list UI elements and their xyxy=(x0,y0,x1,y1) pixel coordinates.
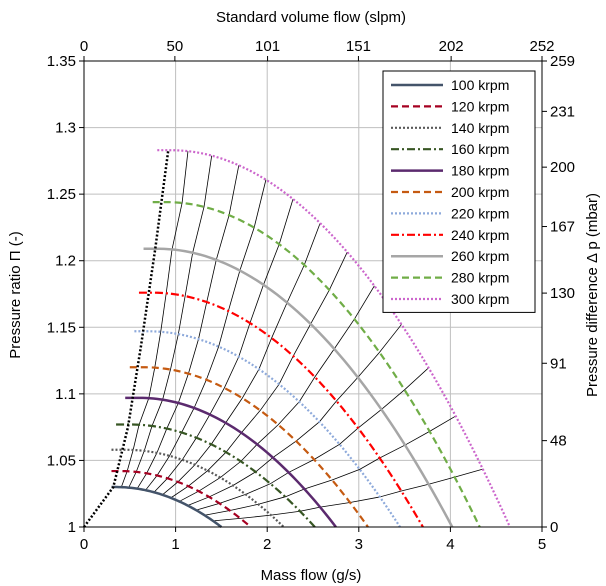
operating-line xyxy=(212,468,483,522)
legend-label: 220 krpm xyxy=(451,205,509,221)
speed-line xyxy=(116,423,316,528)
legend-label: 160 krpm xyxy=(451,141,509,157)
x2-tick-label: 202 xyxy=(439,38,464,55)
y-axis-title: Pressure ratio Π (-) xyxy=(7,231,24,359)
y-tick-label: 1.05 xyxy=(47,452,76,469)
plot-area xyxy=(82,149,511,528)
plot-frame xyxy=(83,60,543,528)
speed-line xyxy=(111,448,285,528)
y2-tick-label: 167 xyxy=(550,219,575,236)
operating-line xyxy=(170,251,348,499)
operating-line xyxy=(145,179,267,491)
surge-line xyxy=(82,150,170,528)
operating-line xyxy=(196,367,429,511)
speed-line xyxy=(111,485,223,528)
y2-tick-label: 0 xyxy=(550,519,558,536)
x2-tick-label: 151 xyxy=(346,38,371,55)
operating-line xyxy=(204,415,456,516)
x-tick-label: 1 xyxy=(171,536,179,553)
x-tick-label: 4 xyxy=(446,536,454,553)
x-tick-label: 3 xyxy=(355,536,363,553)
y-tick-label: 1.1 xyxy=(55,386,76,403)
x-axis-title: Mass flow (g/s) xyxy=(261,567,362,584)
y-tick-label: 1.25 xyxy=(47,186,76,203)
y2-tick-label: 130 xyxy=(550,285,575,302)
legend-label: 180 krpm xyxy=(451,163,509,179)
legend-label: 260 krpm xyxy=(451,248,509,264)
y-tick-label: 1 xyxy=(68,519,76,536)
y2-tick-label: 91 xyxy=(550,355,567,372)
speed-line xyxy=(152,201,481,528)
x2-axis-title: Standard volume flow (slpm) xyxy=(216,9,406,26)
axis-ticks: 0 1 2 3 4 511.051.11.151.21.251.31.350 50 101 15… xyxy=(47,38,575,553)
speed-line xyxy=(111,469,252,528)
speed-line xyxy=(129,366,369,528)
x-tick-label: 5 xyxy=(538,536,546,553)
y2-axis-title: Pressure difference Δ p (mbar) xyxy=(584,193,601,397)
x2-tick-label: 0 xyxy=(80,38,88,55)
y2-tick-label: 48 xyxy=(550,433,567,450)
legend-label: 100 krpm xyxy=(451,77,509,93)
legend-label: 280 krpm xyxy=(451,270,509,286)
y2-tick-label: 231 xyxy=(550,103,575,120)
y-tick-label: 1.3 xyxy=(55,120,76,137)
y-tick-label: 1.2 xyxy=(55,253,76,270)
legend-label: 120 krpm xyxy=(451,98,509,114)
legend-label: 300 krpm xyxy=(451,291,509,307)
operating-line xyxy=(128,155,213,488)
x2-tick-label: 252 xyxy=(529,38,554,55)
x2-tick-label: 101 xyxy=(255,38,280,55)
y-tick-label: 1.35 xyxy=(47,53,76,70)
legend-label: 200 krpm xyxy=(451,184,509,200)
legend-label: 140 krpm xyxy=(451,120,509,136)
speed-line xyxy=(143,247,454,528)
y2-tick-label: 259 xyxy=(550,53,575,70)
x-tick-label: 2 xyxy=(263,536,271,553)
operating-line xyxy=(153,198,294,493)
speed-line xyxy=(134,330,401,528)
x2-tick-label: 50 xyxy=(167,38,184,55)
y-tick-label: 1.15 xyxy=(47,319,76,336)
y2-tick-label: 200 xyxy=(550,159,575,176)
legend: 100 krpm 120 krpm 140 krpm 160 krpm 180 krpm… xyxy=(382,70,536,313)
speed-line xyxy=(138,291,424,528)
operating-line xyxy=(179,285,375,502)
speed-line xyxy=(125,396,337,528)
x-tick-label: 0 xyxy=(80,536,88,553)
operating-line xyxy=(162,223,321,496)
legend-label: 240 krpm xyxy=(451,227,509,243)
